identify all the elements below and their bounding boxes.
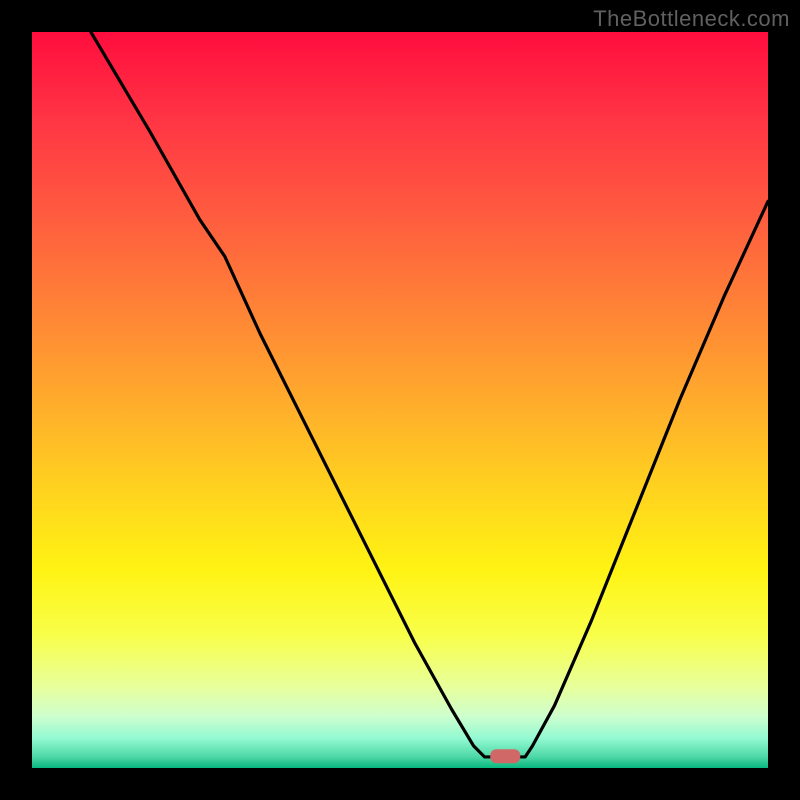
bottleneck-chart bbox=[0, 0, 800, 800]
optimal-point-marker bbox=[490, 749, 520, 763]
chart-background-gradient bbox=[32, 32, 768, 768]
